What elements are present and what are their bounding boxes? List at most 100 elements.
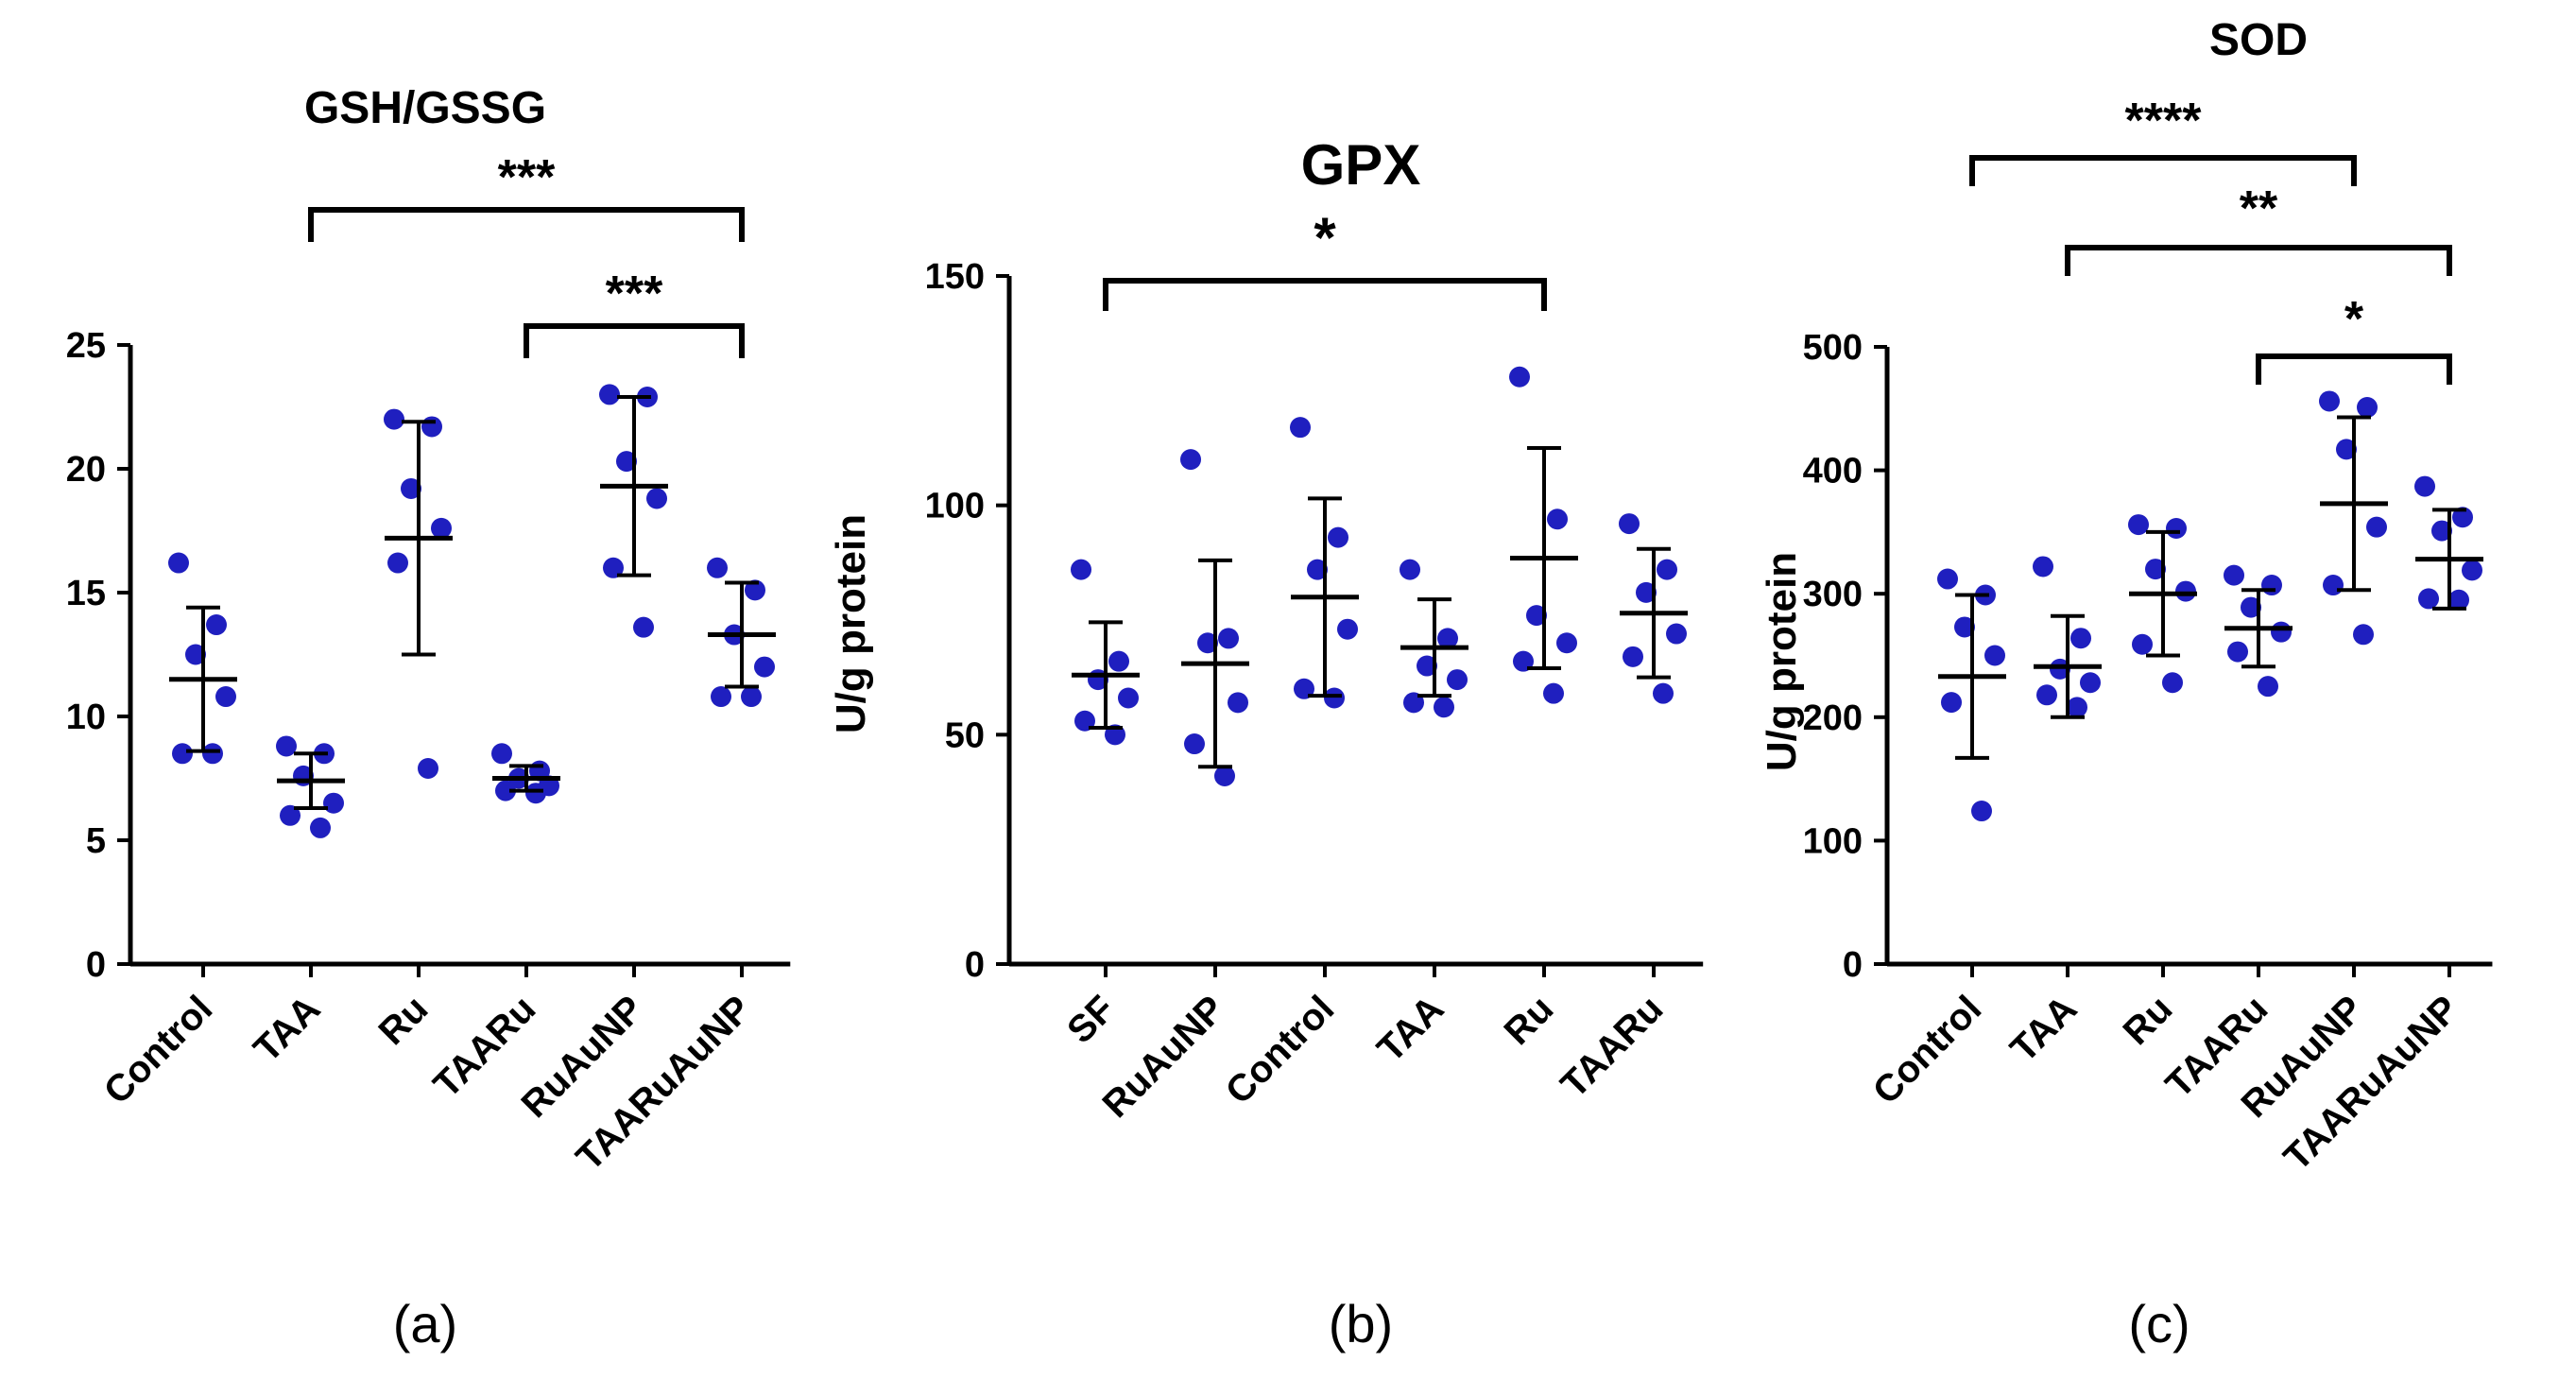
- data-point: [1214, 766, 1235, 787]
- data-point: [1937, 568, 1958, 590]
- data-point: [2452, 507, 2473, 528]
- data-point: [1337, 618, 1358, 640]
- data-point: [2418, 588, 2439, 610]
- data-point: [2175, 580, 2196, 602]
- data-point: [1623, 646, 1643, 667]
- data-point: [525, 783, 546, 804]
- data-point: [1218, 628, 1239, 649]
- chart-panel-c: SOD U/g protein 0 100 200 300 400 500 Control TAA…: [1759, 15, 2493, 1353]
- data-point: [2080, 672, 2101, 694]
- data-point: [1118, 687, 1139, 709]
- data-point: [384, 408, 404, 430]
- chart-title: SOD: [2209, 15, 2308, 65]
- data-point: [168, 552, 189, 574]
- x-tick-label: TAA: [246, 988, 328, 1070]
- data-point: [2162, 672, 2183, 694]
- data-point: [1653, 682, 1674, 704]
- significance-bracket: [308, 207, 745, 242]
- data-point: [2336, 439, 2357, 460]
- data-point: [2319, 390, 2340, 412]
- y-tick-label: 5: [86, 821, 106, 861]
- data-point: [741, 686, 762, 708]
- data-point: [280, 804, 301, 826]
- data-point: [2033, 556, 2053, 577]
- data-point: [215, 686, 236, 708]
- data-point: [2241, 596, 2261, 618]
- y-tick-label: 10: [66, 698, 106, 737]
- y-tick-label: 25: [66, 326, 106, 366]
- x-tick-label: Ru: [371, 988, 437, 1053]
- significance-bracket: [1103, 278, 1547, 311]
- data-point: [1666, 623, 1687, 645]
- data-point: [1400, 559, 1420, 580]
- y-axis-label: U/g protein: [828, 514, 874, 733]
- data-point: [2050, 658, 2070, 680]
- panel-label: (b): [1329, 1294, 1393, 1353]
- y-tick-label: 100: [1803, 821, 1863, 861]
- data-point: [387, 552, 408, 574]
- data-point: [1180, 449, 1201, 471]
- data-point: [1556, 632, 1577, 654]
- x-tick-label: TAARu: [1554, 988, 1672, 1106]
- data-point: [1290, 417, 1311, 439]
- data-point: [633, 616, 654, 638]
- data-point: [1307, 559, 1328, 580]
- data-point: [2462, 560, 2482, 581]
- data-point: [603, 557, 624, 578]
- data-point: [1434, 697, 1454, 718]
- data-point: [1417, 655, 1437, 677]
- significance-bracket: [2256, 353, 2452, 385]
- data-point: [1197, 632, 1218, 654]
- y-axis-label: U/g protein: [1759, 552, 1805, 771]
- data-point: [2261, 575, 2282, 596]
- data-point: [1108, 650, 1129, 672]
- x-tick-label: SF: [1059, 988, 1123, 1051]
- data-point: [2271, 621, 2292, 643]
- data-point: [206, 614, 227, 636]
- x-tick-label: Control: [96, 988, 221, 1112]
- y-tick-label: 500: [1803, 328, 1863, 368]
- data-point: [1437, 628, 1458, 649]
- x-tick-label: RuAuNP: [1095, 988, 1233, 1126]
- data-point: [421, 416, 442, 438]
- data-point: [616, 451, 637, 473]
- data-point: [1619, 513, 1640, 535]
- x-tick-label: Control: [1865, 988, 1990, 1112]
- data-point: [1971, 801, 1992, 822]
- data-point: [172, 743, 193, 765]
- significance-label: **: [2240, 181, 2278, 236]
- data-point: [1941, 692, 1962, 714]
- data-point: [2224, 564, 2244, 586]
- data-point: [707, 557, 728, 578]
- data-point: [711, 686, 731, 708]
- significance-label: *: [1314, 206, 1336, 269]
- data-point: [2323, 575, 2344, 596]
- data-point: [1657, 559, 1677, 580]
- y-tick-label: 0: [965, 945, 985, 985]
- y-tick-label: 150: [925, 257, 985, 297]
- significance-bracket: [1969, 155, 2357, 186]
- y-tick-label: 200: [1803, 698, 1863, 738]
- data-point: [599, 384, 620, 405]
- data-point: [2258, 676, 2278, 698]
- panel-label: (c): [2128, 1294, 2190, 1353]
- data-point: [2067, 697, 2087, 718]
- data-point: [1526, 605, 1547, 627]
- y-tick-label: 0: [1843, 945, 1863, 985]
- data-point: [1228, 692, 1248, 714]
- significance-bracket: [2065, 245, 2452, 276]
- significance-label: *: [2344, 292, 2364, 347]
- data-point: [1984, 645, 2005, 666]
- data-point: [323, 792, 344, 814]
- data-point: [418, 758, 438, 780]
- data-point: [2070, 628, 2091, 649]
- data-point: [754, 656, 775, 678]
- data-point: [2366, 516, 2387, 538]
- data-point: [310, 817, 331, 838]
- data-point: [1547, 508, 1568, 530]
- y-tick-label: 15: [66, 574, 106, 613]
- x-tick-label: Ru: [2116, 988, 2181, 1053]
- data-point: [2166, 517, 2187, 539]
